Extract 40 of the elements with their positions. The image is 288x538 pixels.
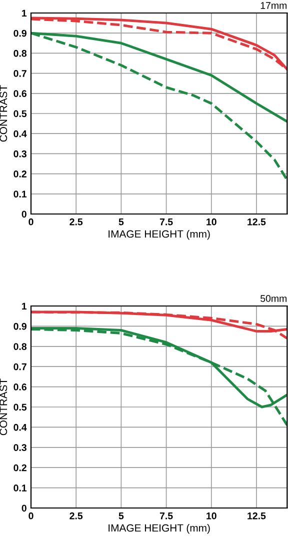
y-tick-label: 0.7 bbox=[14, 70, 26, 77]
y-axis-title: CONTRAST bbox=[0, 378, 8, 436]
y-tick-label: 0.2 bbox=[14, 170, 26, 178]
y-axis-title: CONTRAST bbox=[0, 85, 8, 142]
x-tick-label: 5 bbox=[118, 218, 124, 226]
y-tick-label: 0.6 bbox=[14, 384, 26, 390]
x-tick-label: 0 bbox=[28, 512, 34, 520]
x-axis-title: IMAGE HEIGHT (mm) bbox=[108, 524, 210, 534]
x-tick-label: 5 bbox=[118, 512, 124, 520]
y-tick-label: 0.5 bbox=[14, 110, 27, 118]
y-tick-label: 0.4 bbox=[14, 130, 27, 138]
x-tick-label: 0 bbox=[28, 218, 34, 226]
y-tick-label: 1 bbox=[22, 10, 27, 17]
y-tick-label: 1 bbox=[22, 302, 27, 310]
x-tick-label: 7.5 bbox=[160, 512, 173, 520]
x-tick-label: 10 bbox=[206, 218, 216, 226]
x-tick-label: 10 bbox=[206, 512, 216, 520]
y-tick-label: 0.6 bbox=[14, 90, 26, 98]
y-tick-label: 0.8 bbox=[14, 343, 27, 350]
y-tick-label: 0.3 bbox=[14, 444, 26, 452]
y-tick-label: 0.9 bbox=[14, 30, 26, 37]
y-tick-label: 0 bbox=[22, 210, 26, 218]
x-tick-label: 12.5 bbox=[248, 512, 266, 520]
y-tick-label: 0.8 bbox=[14, 50, 27, 57]
x-tick-label: 2.5 bbox=[70, 512, 83, 520]
x-tick-label: 12.5 bbox=[248, 218, 266, 226]
y-tick-label: 0.7 bbox=[14, 363, 26, 370]
y-tick-label: 0.9 bbox=[14, 322, 26, 330]
chart-title: 50mm bbox=[260, 295, 286, 302]
y-tick-label: 0.1 bbox=[14, 484, 27, 492]
y-tick-label: 0.1 bbox=[14, 190, 27, 198]
x-axis-title: IMAGE HEIGHT (mm) bbox=[108, 230, 210, 240]
chart-title: 17mm bbox=[260, 2, 286, 9]
y-tick-label: 0.4 bbox=[14, 424, 27, 431]
y-tick-label: 0 bbox=[22, 504, 26, 512]
y-tick-label: 0.2 bbox=[14, 464, 26, 472]
x-tick-label: 7.5 bbox=[160, 218, 173, 226]
x-tick-label: 2.5 bbox=[70, 218, 83, 226]
y-tick-label: 0.3 bbox=[14, 150, 26, 158]
y-tick-label: 0.5 bbox=[14, 404, 27, 411]
